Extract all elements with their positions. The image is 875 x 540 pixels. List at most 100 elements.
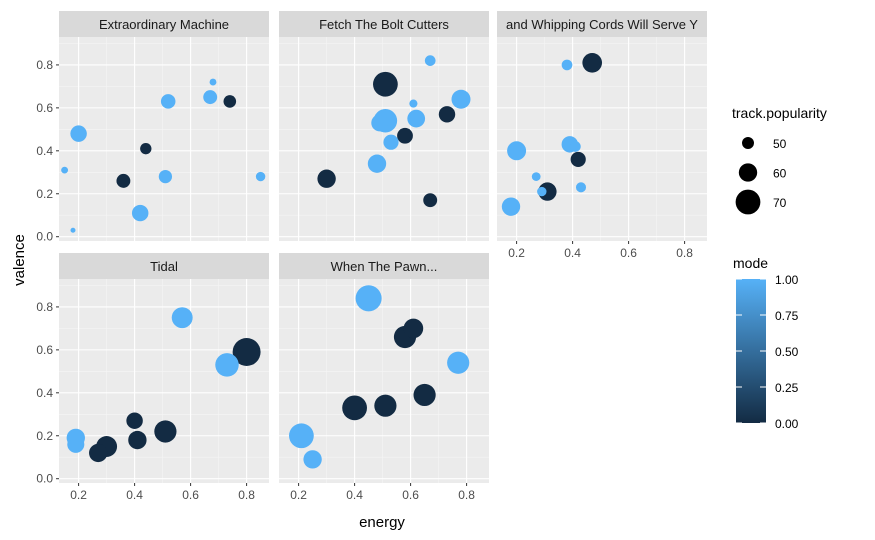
- data-point: [140, 143, 152, 155]
- data-point: [355, 285, 382, 312]
- data-point: [374, 394, 397, 417]
- color-legend-label: 0.50: [775, 345, 799, 359]
- data-point: [131, 204, 149, 222]
- facet-panel: Extraordinary Machine 0.0 0.2 0.4 0.6 0.8: [36, 11, 269, 244]
- data-point: [154, 420, 177, 443]
- y-tick-label: 0.8: [36, 58, 53, 72]
- data-point: [561, 59, 573, 71]
- color-legend-label: 0.75: [775, 309, 799, 323]
- facet-panel: Fetch The Bolt Cutters: [279, 11, 489, 241]
- x-tick-label: 0.8: [458, 488, 475, 502]
- facet-panel: Tidal 0.0 0.2 0.4 0.6 0.8 0.2 0.4 0.6 0.8: [36, 253, 269, 502]
- data-point: [342, 395, 367, 421]
- x-tick-label: 0.4: [564, 246, 581, 260]
- data-point: [209, 78, 217, 86]
- data-point: [371, 114, 389, 132]
- x-axis-title: energy: [359, 514, 405, 531]
- facet-title: Fetch The Bolt Cutters: [319, 17, 449, 32]
- data-point: [407, 109, 426, 128]
- data-point: [570, 141, 581, 152]
- data-point: [531, 172, 541, 181]
- data-point: [70, 227, 76, 233]
- legend: track.popularity 50 60 70 mode 0.00 0.25 0.50 0.…: [732, 105, 827, 431]
- data-point: [223, 95, 237, 108]
- facet-panel: and Whipping Cords Will Serve Y 0.2 0.4 0.6…: [497, 11, 707, 260]
- x-tick-label: 0.6: [182, 488, 199, 502]
- facet-strip: [279, 253, 489, 279]
- data-point: [160, 94, 176, 109]
- data-point: [289, 423, 314, 449]
- panel-background: [279, 279, 489, 483]
- data-point: [171, 307, 193, 329]
- color-legend-title: mode: [733, 255, 768, 271]
- x-tick-label: 0.6: [402, 488, 419, 502]
- data-point: [438, 106, 456, 123]
- data-point: [575, 182, 587, 193]
- panel-background: [497, 37, 707, 241]
- size-legend-label: 60: [773, 167, 787, 181]
- y-tick-label: 0.0: [36, 230, 53, 244]
- data-point: [232, 338, 261, 366]
- data-point: [537, 186, 547, 197]
- facet-panel: When The Pawn... 0.2 0.4 0.6 0.8: [279, 253, 489, 502]
- x-tick-label: 0.2: [508, 246, 525, 260]
- data-point: [447, 351, 470, 374]
- data-point: [70, 125, 87, 142]
- data-point: [128, 430, 147, 450]
- x-tick-label: 0.4: [126, 488, 143, 502]
- size-legend-label: 70: [773, 196, 787, 210]
- color-legend-label: 0.00: [775, 417, 799, 431]
- facet-strip: [497, 11, 707, 37]
- data-point: [383, 134, 399, 150]
- data-point: [451, 89, 471, 109]
- x-tick-label: 0.2: [70, 488, 87, 502]
- data-point: [582, 52, 603, 73]
- y-tick-label: 0.2: [36, 187, 53, 201]
- data-point: [67, 435, 85, 453]
- facet-strip: [279, 11, 489, 37]
- data-point: [403, 318, 424, 339]
- data-point: [89, 443, 108, 463]
- data-point: [215, 353, 239, 377]
- panel-background: [59, 37, 269, 241]
- x-tick-label: 0.8: [238, 488, 255, 502]
- facet-title: Tidal: [150, 259, 178, 274]
- y-tick-label: 0.8: [36, 300, 53, 314]
- data-point: [501, 197, 521, 216]
- data-point: [317, 169, 336, 188]
- data-point: [126, 412, 143, 429]
- data-point: [409, 99, 418, 108]
- data-point: [373, 71, 398, 97]
- x-tick-label: 0.8: [676, 246, 693, 260]
- data-point: [413, 383, 436, 407]
- size-legend-title: track.popularity: [732, 105, 827, 121]
- data-point: [61, 166, 69, 174]
- data-point: [570, 151, 586, 167]
- y-tick-label: 0.4: [36, 386, 53, 400]
- data-point: [507, 141, 527, 161]
- color-legend-label: 1.00: [775, 273, 799, 287]
- data-point: [158, 169, 173, 184]
- size-legend-symbol: [738, 163, 758, 182]
- data-point: [397, 127, 413, 144]
- size-legend-symbol: [742, 137, 754, 149]
- data-point: [303, 450, 322, 469]
- y-tick-label: 0.6: [36, 343, 53, 357]
- data-point: [116, 173, 131, 188]
- size-legend-symbol: [735, 189, 761, 215]
- data-point: [203, 90, 218, 105]
- size-legend-label: 50: [773, 137, 787, 151]
- facet-strip: [59, 11, 269, 37]
- y-tick-label: 0.0: [36, 472, 53, 486]
- y-tick-label: 0.2: [36, 429, 53, 443]
- data-point: [367, 154, 387, 173]
- facet-panels: Extraordinary Machine 0.0 0.2 0.4 0.6 0.8 Fetc…: [36, 11, 707, 502]
- data-point: [255, 171, 266, 182]
- x-tick-label: 0.2: [290, 488, 307, 502]
- y-tick-label: 0.6: [36, 101, 53, 115]
- x-tick-label: 0.4: [346, 488, 363, 502]
- y-tick-label: 0.4: [36, 144, 53, 158]
- data-point: [424, 55, 436, 66]
- facet-title: When The Pawn...: [331, 259, 438, 274]
